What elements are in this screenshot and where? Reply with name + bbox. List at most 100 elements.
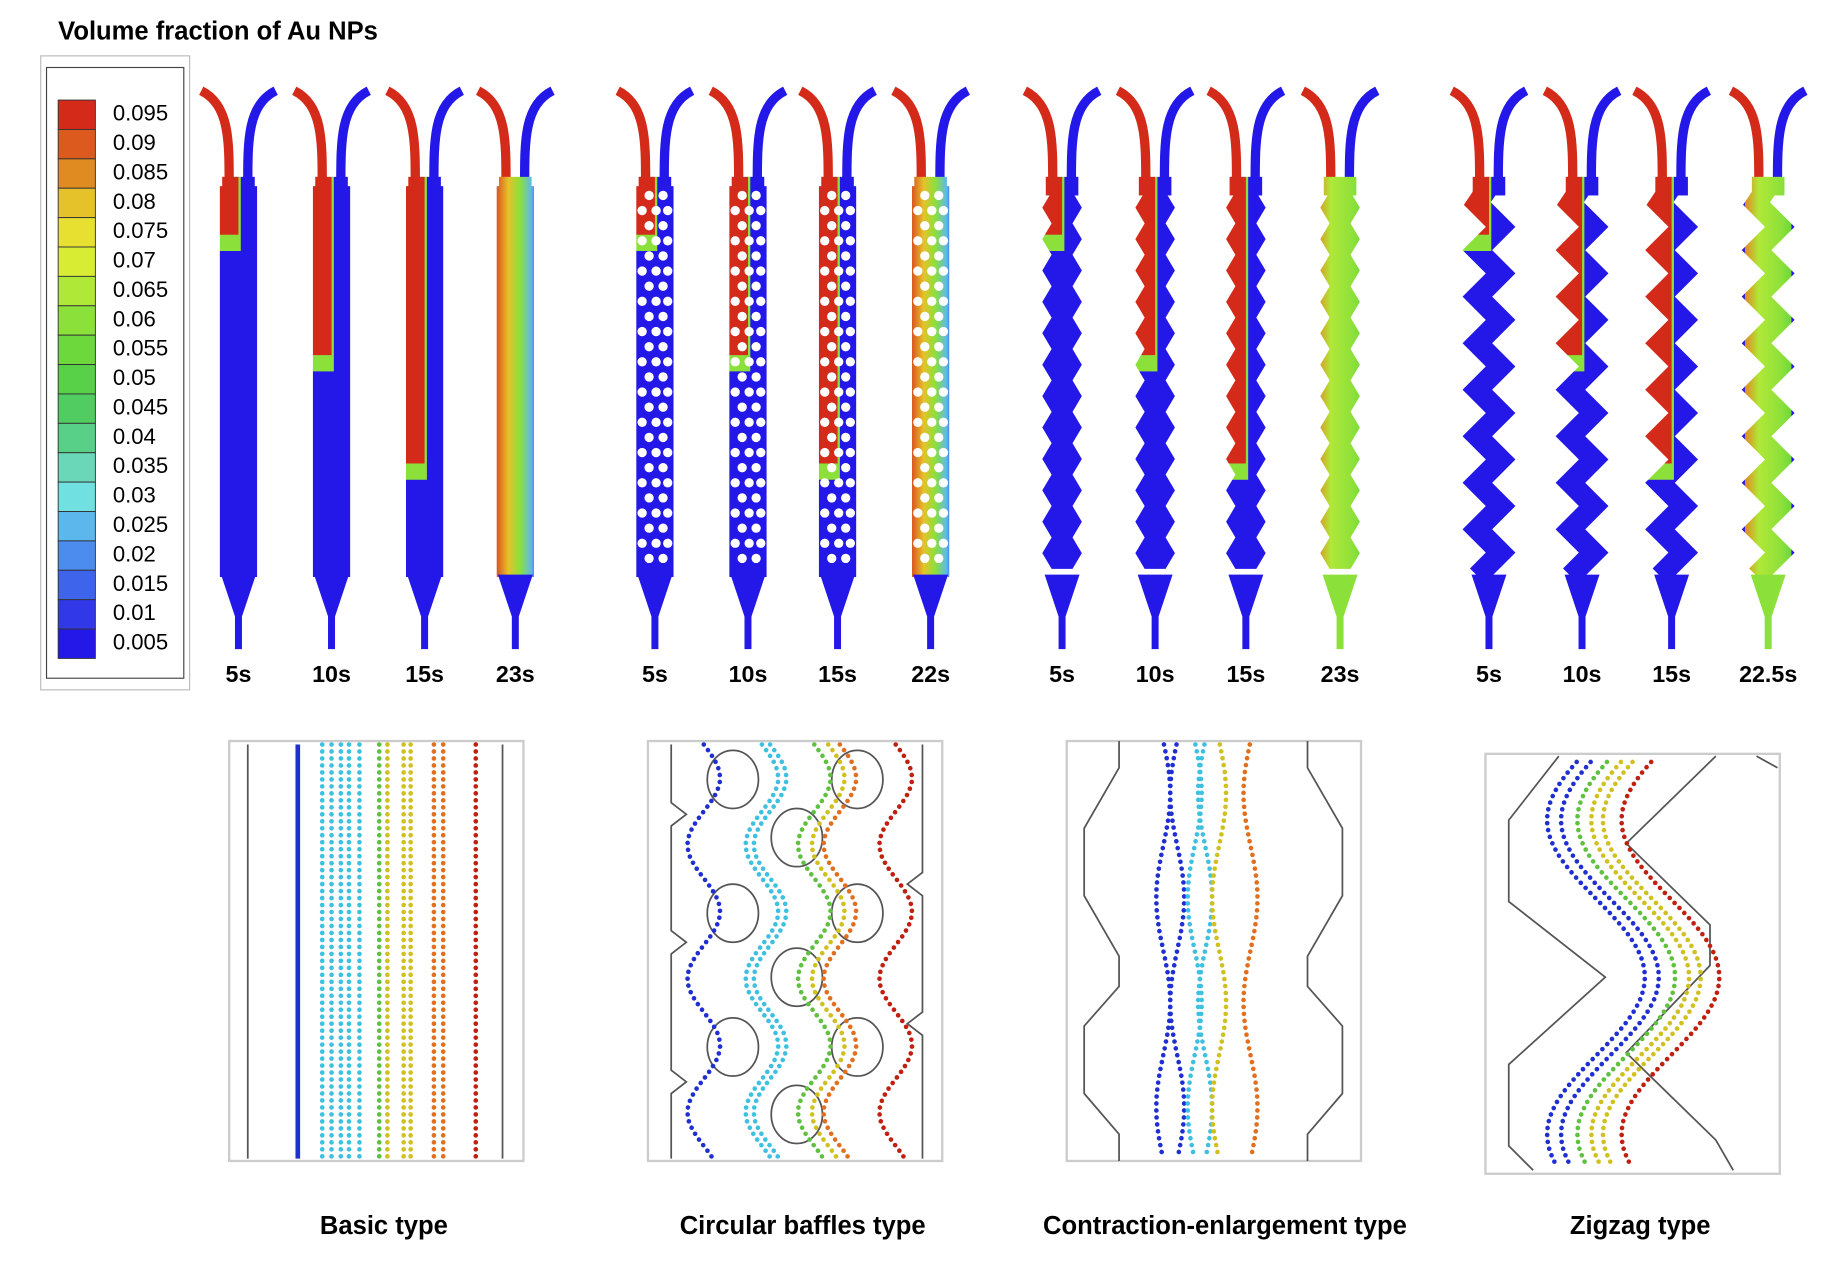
baffle [920,221,930,231]
colorbar-swatch [57,452,96,483]
colorbar-swatch [57,158,96,189]
baffle [845,266,855,276]
baffle [637,266,647,276]
baffle [938,538,949,548]
baffle [845,478,855,488]
baffle [751,221,761,231]
baffle [834,236,844,246]
colorbar-label: 0.04 [113,424,156,449]
colorbar-label: 0.065 [113,277,168,302]
baffle [927,326,937,337]
colorbar-swatch [57,217,96,248]
flow-red [1120,174,1156,356]
baffle [834,387,844,397]
baffle [827,463,837,473]
baffle [644,402,654,412]
flow-red [203,174,239,235]
baffle [927,205,937,216]
baffle [751,342,761,352]
particle-track [1600,759,1704,1165]
baffle [920,342,930,352]
baffle [637,357,647,367]
baffle [651,447,661,458]
channel-body [203,174,274,582]
channel-body [389,174,460,582]
particle-track [1558,759,1662,1165]
baffle [751,251,761,261]
colorbar-label: 0.09 [113,130,156,155]
baffle [920,523,930,533]
channel-body [1305,174,1375,582]
channel [1632,86,1712,650]
particle-track [877,742,915,1161]
baffle [644,493,654,503]
baffle [730,266,740,276]
baffle [845,296,855,306]
panel-box [646,739,944,1163]
outlet [1322,574,1358,650]
figure-title: Volume fraction of Au NPs [58,17,378,45]
baffle [938,236,949,246]
inlet-blue [243,86,279,184]
outlet [730,574,766,650]
inlet-red [475,86,511,184]
channel-body [1733,174,1804,582]
baffle [744,236,754,246]
inlet-red [1022,86,1058,184]
inlet-red [708,86,744,184]
baffle [744,387,754,397]
baffle [841,251,851,261]
flow-red [713,174,748,356]
inlet-blue [1586,86,1622,184]
baffle [920,372,930,382]
baffle [845,236,855,246]
particle-track [809,742,847,1161]
inlet-red [1115,86,1151,184]
inlet-red [1449,86,1485,184]
colorbar-label: 0.05 [113,365,156,390]
baffle [730,205,740,216]
baffle [737,553,747,564]
baffle [934,553,944,564]
baffle [934,251,944,261]
baffle [927,387,937,397]
outlet [1228,574,1264,650]
baffle [913,387,923,397]
baffle [830,883,884,944]
wall [1306,741,1344,1161]
baffle [827,523,837,533]
wall [670,744,688,1159]
colorbar-label: 0.085 [113,159,168,184]
baffle [737,523,747,533]
baffle [637,508,647,518]
inlet-red [1632,86,1667,184]
flow-mixed [1744,174,1792,582]
inlet-blue [336,86,372,184]
flow-red [1027,174,1063,235]
baffle [663,205,673,216]
channel-body [1027,174,1097,582]
baffle [644,221,654,231]
baffle [663,387,673,397]
baffle [934,221,944,231]
baffle [756,326,766,337]
wall [1507,755,1607,1171]
inlet-blue [659,86,695,184]
baffle [658,493,668,503]
baffle [820,447,830,458]
time-label: 15s [1226,661,1265,687]
baffle [841,432,851,443]
baffle [770,807,824,868]
inlet-blue [1066,86,1102,184]
baffle [934,342,944,352]
baffle [737,281,747,291]
baffle [651,205,661,216]
baffle [827,402,837,412]
particle-track [1209,742,1229,1161]
outlet [1044,574,1080,650]
baffle [841,311,851,322]
baffle [644,432,654,443]
baffle [938,296,949,306]
outlet [1654,574,1690,650]
baffle [827,342,837,352]
